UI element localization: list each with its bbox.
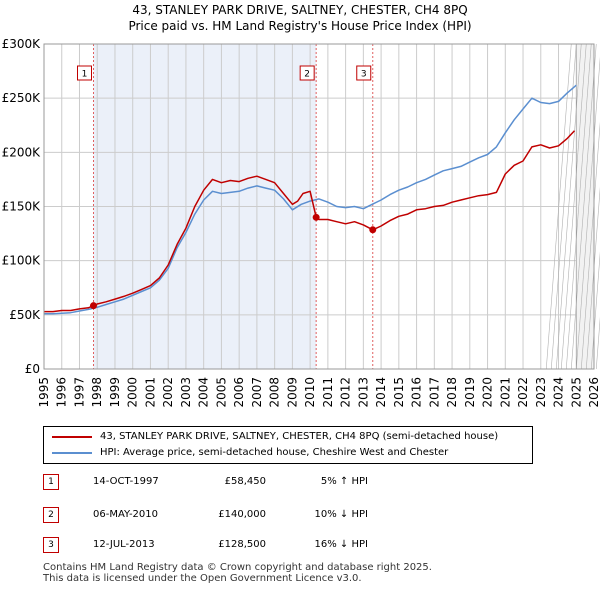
x-tick-label: 2017	[427, 377, 441, 408]
y-tick-label: £50K	[9, 308, 41, 322]
hatch-line	[550, 43, 577, 370]
hatch-line	[595, 316, 600, 370]
x-tick-label: 2000	[126, 377, 140, 408]
legend-swatch-hpi	[52, 452, 92, 454]
sale-box-1	[77, 65, 92, 81]
y-tick-label: £200K	[2, 145, 42, 159]
x-tick-label: 2026	[587, 377, 600, 408]
x-tick-label: 2022	[516, 377, 530, 408]
x-tick-label: 2024	[552, 377, 566, 408]
sale-box-label-2: 2	[304, 70, 310, 80]
legend-label-hpi: HPI: Average price, semi-detached house,…	[100, 447, 449, 458]
sale-box-2	[299, 65, 315, 81]
sale-point-3	[369, 226, 377, 234]
sale-hpi-diff: 5% ↑ HPI	[320, 476, 368, 487]
x-tick-label: 1996	[55, 377, 69, 408]
hatch-line	[575, 56, 600, 370]
footer-line-2: This data is licensed under the Open Gov…	[43, 573, 362, 584]
sale-number-badge: 3	[43, 537, 59, 553]
footer-line-1: Contains HM Land Registry data © Crown c…	[43, 562, 432, 573]
x-tick-label: 2009	[285, 377, 299, 408]
sale-date: 12-JUL-2013	[93, 539, 155, 550]
footer-credits: Contains HM Land Registry data © Crown c…	[43, 562, 432, 584]
x-tick-label: 2016	[410, 377, 424, 408]
hatch-line	[555, 43, 582, 370]
x-tick-label: 2015	[392, 377, 406, 408]
x-tick-label: 2013	[356, 377, 370, 408]
sale-box-3	[356, 65, 372, 81]
x-tick-label: 2001	[143, 377, 157, 408]
chart-legend: 43, STANLEY PARK DRIVE, SALTNEY, CHESTER…	[43, 426, 533, 464]
sale-price: £128,500	[218, 539, 266, 550]
sale-number-badge: 1	[43, 474, 59, 490]
sale-price: £140,000	[218, 509, 266, 520]
x-tick-label: 1995	[37, 377, 51, 408]
y-tick-label: £250K	[2, 91, 42, 105]
sale-date: 14-OCT-1997	[93, 476, 159, 487]
x-tick-label: 2006	[232, 377, 246, 408]
price-chart: 1 2 3 £0 £50K £100K £150K £200K £250K £300K 1995 1…	[2, 37, 600, 408]
plot-frame	[43, 43, 595, 370]
hatch-line	[545, 43, 572, 370]
hpi-line	[44, 84, 577, 315]
sale-hpi-diff: 16% ↓ HPI	[314, 539, 368, 550]
sale-box-label-1: 1	[82, 70, 88, 80]
sale-date: 06-MAY-2010	[93, 509, 159, 520]
legend-label-property: 43, STANLEY PARK DRIVE, SALTNEY, CHESTER…	[100, 431, 499, 442]
x-tick-label: 2018	[445, 377, 459, 408]
x-tick-label: 2023	[534, 377, 548, 408]
x-tick-label: 2008	[268, 377, 282, 408]
hatch-line	[590, 251, 600, 370]
x-tick-label: 2012	[339, 377, 353, 408]
legend-swatch-property	[52, 436, 92, 438]
sale-point-1	[90, 302, 97, 310]
future-region	[576, 44, 594, 369]
x-tick-label: 2007	[250, 377, 264, 408]
sale-point-2	[312, 213, 320, 221]
hatch-line	[570, 43, 597, 370]
x-tick-label: 1999	[108, 377, 122, 408]
x-tick-label: 2019	[463, 377, 477, 408]
sale-box-label-3: 3	[361, 70, 367, 80]
y-tick-label: £150K	[2, 200, 42, 214]
x-tick-label: 2011	[321, 377, 335, 408]
y-tick-label: £0	[25, 362, 40, 376]
chart-title: 43, STANLEY PARK DRIVE, SALTNEY, CHESTER…	[132, 3, 468, 17]
x-tick-label: 2021	[498, 377, 512, 408]
x-tick-label: 2005	[214, 377, 228, 408]
x-tick-label: 2003	[179, 377, 193, 408]
x-tick-label: 2014	[374, 377, 388, 408]
hatch-line	[560, 43, 587, 370]
x-tick-label: 2025	[569, 377, 583, 408]
x-tick-label: 2004	[197, 377, 211, 408]
x-tick-label: 2010	[303, 377, 317, 408]
x-tick-label: 2002	[161, 377, 175, 408]
y-tick-label: £100K	[2, 254, 42, 268]
chart-subtitle: Price paid vs. HM Land Registry's House …	[128, 19, 472, 33]
x-tick-label: 2020	[481, 377, 495, 408]
hatch-line	[565, 43, 592, 370]
property-price-line	[44, 130, 576, 313]
sale-hpi-diff: 10% ↓ HPI	[314, 509, 368, 520]
hatch-line	[585, 186, 600, 370]
sale-number-badge: 2	[43, 507, 59, 523]
sale-price: £58,450	[224, 476, 266, 487]
y-tick-label: £300K	[2, 37, 42, 51]
x-tick-label: 1998	[90, 377, 104, 408]
x-tick-label: 1997	[72, 377, 86, 408]
